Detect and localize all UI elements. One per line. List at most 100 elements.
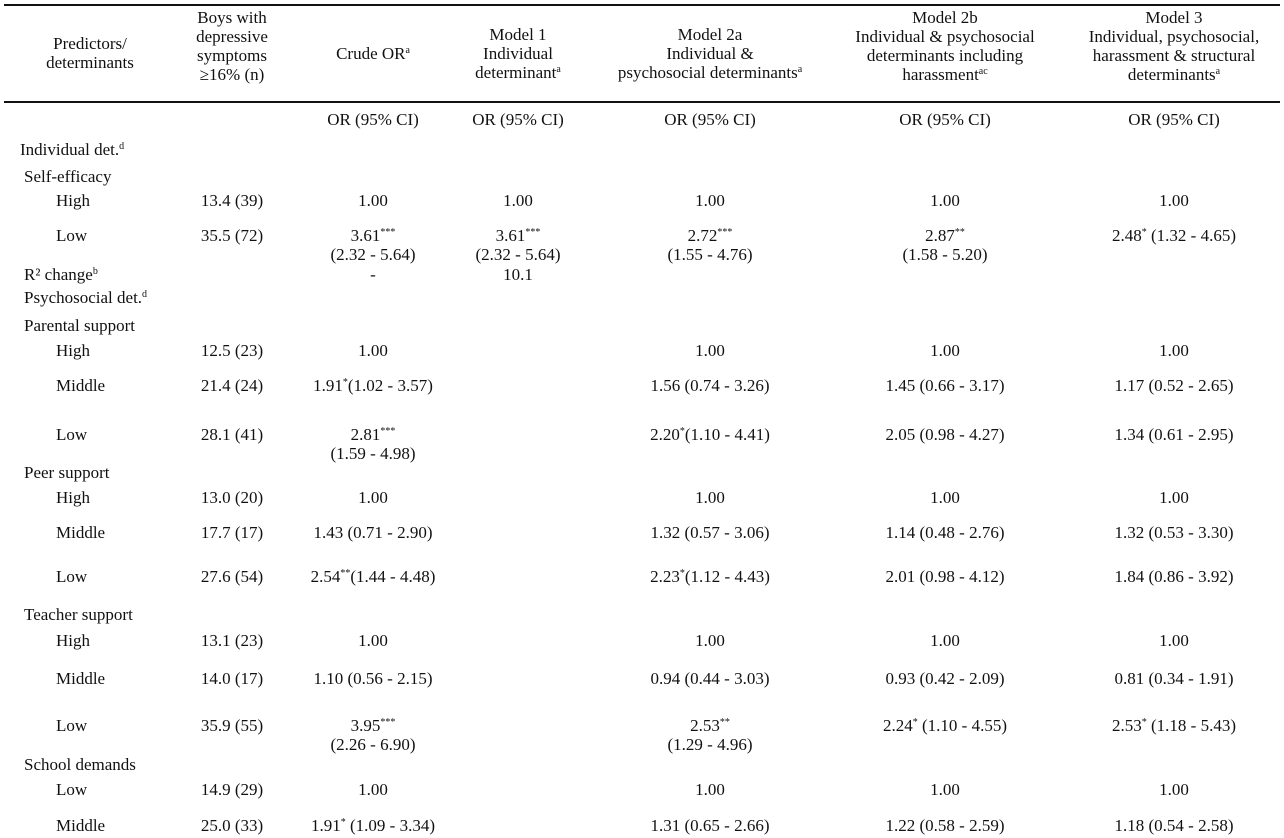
odds-ratio: 13.1 (23) (200, 631, 264, 650)
significance-marker: *** (380, 717, 396, 728)
table-cell: 1.00 (1059, 341, 1284, 360)
header-rule (4, 101, 1280, 103)
row-label-text: School demands (24, 755, 136, 774)
table-cell: 1.00 (298, 631, 448, 650)
odds-ratio: 1.32 (0.53 - 3.30) (1114, 523, 1234, 542)
column-header-line: Crude ORa (298, 44, 448, 63)
table-cell: 1.91*(1.02 - 3.57) (298, 376, 448, 395)
cell-value: 1.91*(1.02 - 3.57) (313, 376, 433, 395)
table-cell: 2.53** (1.29 - 4.96) (590, 716, 830, 754)
odds-ratio: 1.00 (358, 780, 388, 799)
cell-value: 2.54**(1.44 - 4.48) (311, 567, 436, 586)
table-cell: 35.9 (55) (177, 716, 287, 735)
row-label: Parental support (24, 316, 135, 335)
odds-ratio: 10.1 (503, 265, 533, 284)
column-header-text: determinants (46, 53, 134, 72)
odds-ratio: 2.20 (650, 425, 680, 444)
cell-value: 14.0 (17) (201, 669, 263, 688)
table-cell: 1.14 (0.48 - 2.76) (830, 523, 1060, 542)
table-cell: 1.22 (0.58 - 2.59) (830, 816, 1060, 835)
table-cell: 1.31 (0.65 - 2.66) (590, 816, 830, 835)
column-header: Model 3 Individual, psychosocial, harassme… (1059, 8, 1284, 84)
odds-ratio: 14.0 (17) (200, 669, 264, 688)
column-header-line: Model 2a (590, 25, 830, 44)
column-header-text: Boys with (197, 8, 267, 27)
cell-value: 13.0 (20) (201, 488, 263, 507)
significance-marker: ** (954, 227, 965, 238)
row-label: High (56, 191, 90, 210)
odds-ratio: 2.48 (1112, 226, 1142, 245)
odds-ratio: 2.05 (0.98 - 4.27) (885, 425, 1005, 444)
odds-ratio: 1.00 (695, 488, 725, 507)
odds-ratio: 1.18 (0.54 - 2.58) (1114, 816, 1234, 835)
significance-marker: ** (719, 717, 730, 728)
significance-marker: * (342, 377, 348, 388)
odds-ratio: 1.00 (695, 631, 725, 650)
column-header-text: Model 2b (912, 8, 978, 27)
table-cell: 1.00 (590, 191, 830, 210)
ci-subheader: OR (95% CI) (1128, 110, 1220, 129)
odds-ratio: 28.1 (41) (200, 425, 264, 444)
odds-ratio: 1.14 (0.48 - 2.76) (885, 523, 1005, 542)
odds-ratio: 13.4 (39) (200, 191, 264, 210)
confidence-interval: (1.10 - 4.41) (684, 425, 770, 444)
table-cell: 2.24* (1.10 - 4.55) (830, 716, 1060, 735)
cell-value: 1.00 (930, 191, 960, 210)
cell-value: 25.0 (33) (201, 816, 263, 835)
row-label: Low (56, 425, 87, 444)
odds-ratio: 2.53 (690, 716, 720, 735)
odds-ratio: 1.00 (358, 488, 388, 507)
odds-ratio: 25.0 (33) (200, 816, 264, 835)
column-header-line: determinants (5, 53, 175, 72)
table-cell: 13.4 (39) (177, 191, 287, 210)
table-cell: 1.00 (298, 341, 448, 360)
odds-ratio: 1.00 (695, 191, 725, 210)
cell-value: 3.61*** (351, 226, 396, 245)
odds-ratio: 1.00 (930, 341, 960, 360)
column-header-line: Model 3 (1059, 8, 1284, 27)
column-header: Model 2b Individual & psychosocial determi… (830, 8, 1060, 84)
odds-ratio: 2.81 (350, 425, 381, 444)
cell-value: 27.6 (54) (201, 567, 263, 586)
odds-ratio: 1.00 (1159, 780, 1189, 799)
cell-value: 2.87** (925, 226, 965, 245)
column-header-line: determinants including (830, 46, 1060, 65)
column-header-line: depressive (177, 27, 287, 46)
odds-ratio: 3.61 (495, 226, 526, 245)
table-cell: 28.1 (41) (177, 425, 287, 444)
footnote-marker: d (119, 141, 125, 152)
footnote-marker: a (405, 45, 410, 56)
confidence-interval: (1.10 - 4.55) (917, 716, 1007, 735)
odds-ratio: 1.31 (0.65 - 2.66) (650, 816, 770, 835)
row-label-text: High (56, 488, 90, 507)
row-label: Psychosocial det.d (24, 288, 147, 307)
table-cell: 2.81*** (1.59 - 4.98) (298, 425, 448, 463)
cell-value: 0.81 (0.34 - 1.91) (1115, 669, 1234, 688)
table-cell: 1.56 (0.74 - 3.26) (590, 376, 830, 395)
row-label-text: R² change (24, 265, 93, 284)
cell-value: 1.00 (695, 191, 725, 210)
table-cell: 2.72*** (1.55 - 4.76) (590, 226, 830, 264)
row-label-text: Teacher support (24, 605, 133, 624)
cell-value: 1.56 (0.74 - 3.26) (651, 376, 770, 395)
column-header-text: determinants including (866, 46, 1024, 65)
row-label: High (56, 488, 90, 507)
footnote-marker: d (142, 289, 148, 300)
confidence-interval: (2.32 - 5.64) (475, 245, 561, 264)
cell-value: 1.00 (358, 631, 388, 650)
cell-value: 28.1 (41) (201, 425, 263, 444)
row-label-text: Middle (56, 669, 106, 688)
table-cell: 1.45 (0.66 - 3.17) (830, 376, 1060, 395)
table-cell: 1.43 (0.71 - 2.90) (298, 523, 448, 542)
odds-ratio: 1.00 (930, 488, 960, 507)
table-cell: 1.00 (830, 631, 1060, 650)
odds-ratio: 35.5 (72) (200, 226, 264, 245)
cell-value: 1.45 (0.66 - 3.17) (886, 376, 1005, 395)
column-header-line: psychosocial determinantsa (590, 63, 830, 82)
cell-value: 1.00 (1159, 780, 1189, 799)
table-cell: 27.6 (54) (177, 567, 287, 586)
table-cell: 0.94 (0.44 - 3.03) (590, 669, 830, 688)
odds-ratio: 1.00 (1159, 488, 1189, 507)
odds-ratio: 2.54 (310, 567, 341, 586)
